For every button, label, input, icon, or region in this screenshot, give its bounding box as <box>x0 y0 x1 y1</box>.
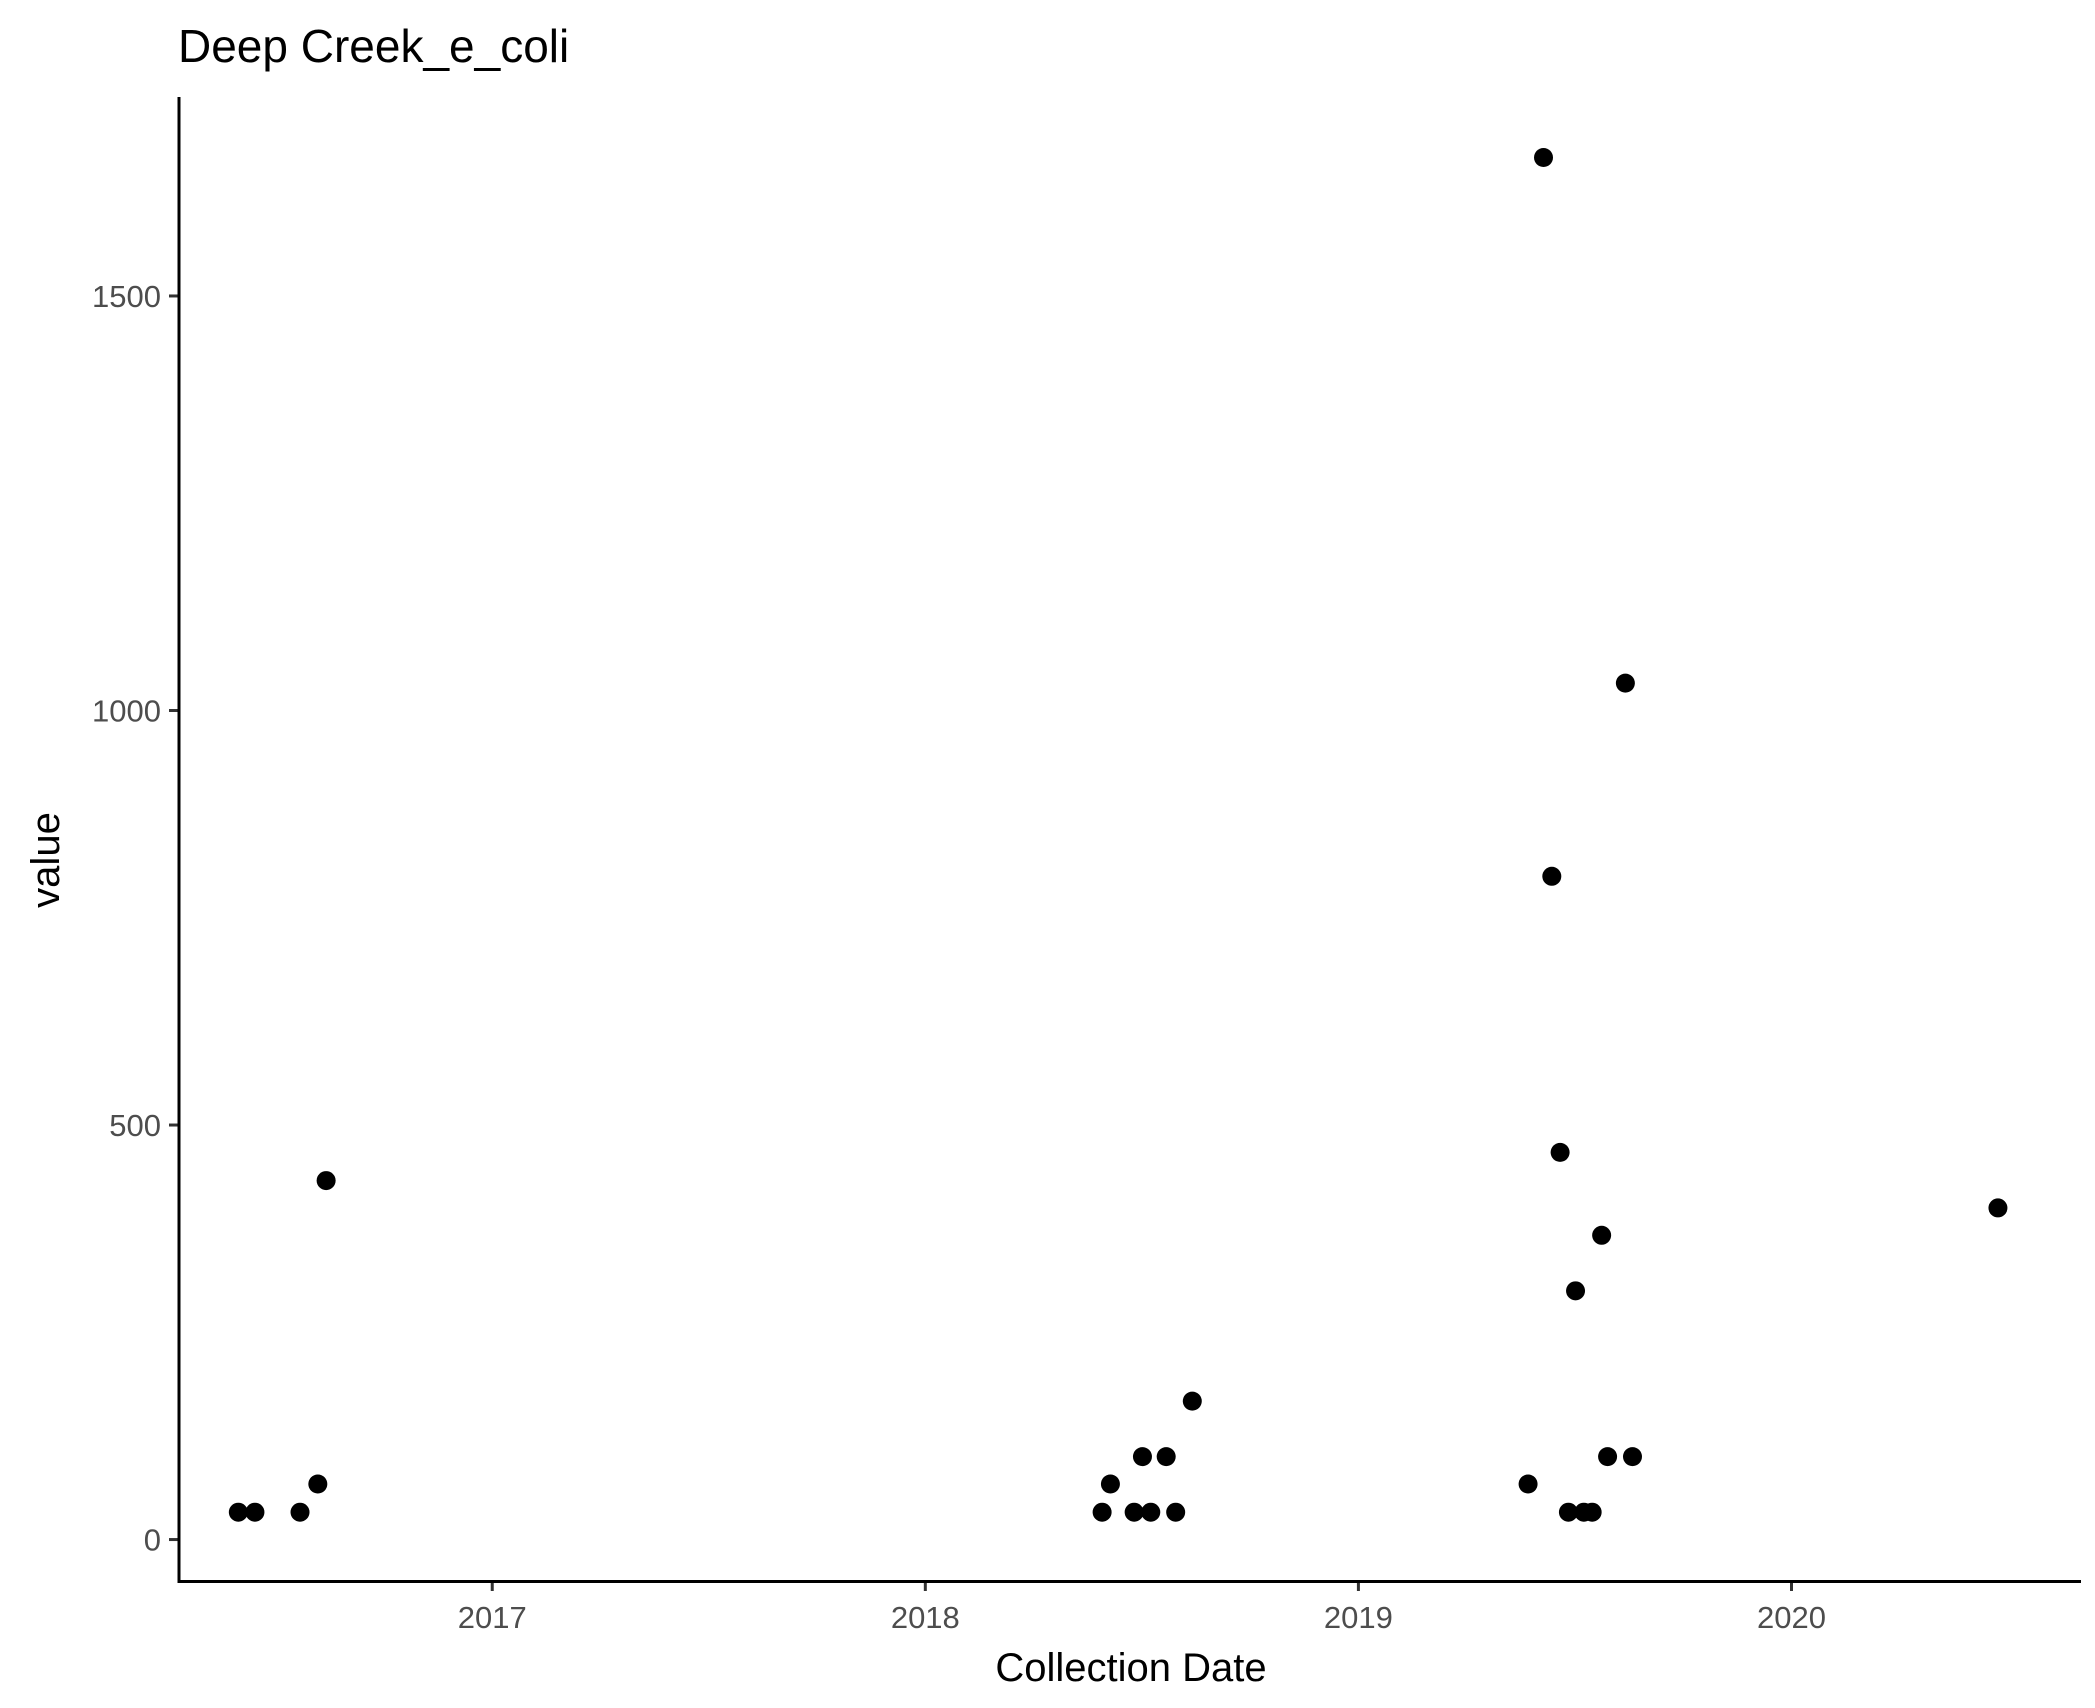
x-tick-label: 2019 <box>1324 1600 1393 1635</box>
data-point <box>1558 1502 1578 1522</box>
chart-title: Deep Creek_e_coli <box>178 20 569 72</box>
x-tick-label: 2020 <box>1757 1600 1826 1635</box>
data-point <box>1550 1142 1570 1162</box>
data-point <box>1582 1502 1602 1522</box>
data-point <box>1100 1474 1120 1494</box>
x-tick-label: 2018 <box>891 1600 960 1635</box>
data-point <box>228 1502 248 1522</box>
data-point <box>1518 1474 1538 1494</box>
data-point <box>1542 866 1562 886</box>
data-point <box>1566 1281 1586 1301</box>
data-point <box>1592 1225 1612 1245</box>
data-points <box>228 148 2008 1522</box>
data-point <box>1598 1447 1618 1467</box>
data-point <box>1182 1391 1202 1411</box>
x-axis-title: Collection Date <box>995 1646 1266 1690</box>
y-axis-title: value <box>24 812 68 908</box>
data-point <box>1092 1502 1112 1522</box>
data-point <box>290 1502 310 1522</box>
data-point <box>1622 1447 1642 1467</box>
data-point <box>245 1502 265 1522</box>
data-point <box>1156 1447 1176 1467</box>
data-point <box>1166 1502 1186 1522</box>
x-axis-ticks: 2017 2018 2019 2020 <box>458 1581 1826 1635</box>
data-point <box>1132 1447 1152 1467</box>
y-tick-label: 1000 <box>92 693 161 728</box>
y-axis-ticks: 0 500 1000 1500 <box>92 279 179 1558</box>
data-point <box>1988 1198 2008 1218</box>
x-tick-label: 2017 <box>458 1600 527 1635</box>
data-point <box>308 1474 328 1494</box>
data-point <box>1141 1502 1161 1522</box>
data-point <box>316 1171 336 1191</box>
y-tick-label: 1500 <box>92 279 161 314</box>
y-tick-label: 0 <box>144 1523 161 1558</box>
data-point <box>1124 1502 1144 1522</box>
y-tick-label: 500 <box>109 1108 161 1143</box>
data-point <box>1615 673 1635 693</box>
data-point <box>1534 148 1554 168</box>
